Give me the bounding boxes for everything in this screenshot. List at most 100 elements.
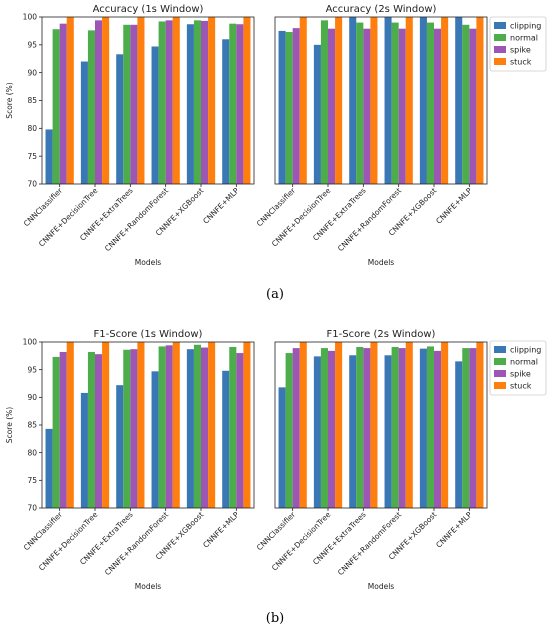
bar-stuck-1	[299, 17, 307, 184]
y-tick-label: 80	[27, 124, 37, 133]
charts-layer: Accuracy (1s Window) 70 75 80 85 90 95 100 Score…	[5, 4, 488, 591]
legend-swatch-spike	[494, 46, 506, 53]
chart-panel-3: F1-Score (1s Window) 70 75 80 85 90 95 100 Score…	[5, 329, 255, 591]
legend-swatch-stuck	[494, 382, 506, 389]
bar-clipping-1	[278, 30, 286, 185]
bar-stuck-1	[299, 342, 307, 508]
x-tick-label: CNNFE+DecisionTree	[37, 510, 100, 573]
x-axis-label: Models	[368, 582, 395, 591]
bar-clipping-1	[45, 129, 53, 184]
chart-panel-1: Accuracy (1s Window) 70 75 80 85 90 95 100 Score…	[5, 4, 255, 267]
legend-swatch-stuck	[494, 58, 506, 65]
bar-stuck-6	[476, 17, 484, 184]
bar-spike-3	[130, 349, 138, 508]
bar-clipping-5	[419, 348, 427, 508]
x-tick-label: CNNFE+DecisionTree	[270, 510, 333, 573]
y-tick-label: 100	[23, 13, 38, 22]
chart-panel-4: F1-Score (2s Window)CNNClassifierCNNFE+D…	[255, 329, 488, 591]
bar-stuck-2	[102, 17, 110, 184]
legend-label-stuck: stuck	[510, 382, 532, 391]
bar-spike-1	[292, 28, 300, 184]
chart-panel-2: Accuracy (2s Window)CNNClassifierCNNFE+D…	[255, 4, 488, 267]
legend-bottom: clipping normal spike stuck	[489, 340, 547, 396]
legend-label-normal: normal	[510, 358, 538, 367]
bar-normal-3	[123, 349, 131, 508]
bar-clipping-1	[278, 387, 286, 508]
bar-normal-5	[193, 344, 201, 508]
bar-spike-6	[469, 348, 477, 508]
x-axis-label: Models	[368, 258, 395, 267]
bar-stuck-6	[476, 342, 484, 508]
x-tick-label: CNNFE+RandomForest	[336, 186, 403, 253]
bar-stuck-4	[405, 342, 413, 508]
chart-title: F1-Score (1s Window)	[94, 329, 203, 340]
bar-normal-1	[285, 353, 293, 508]
bar-normal-2	[320, 20, 328, 185]
bar-normal-1	[52, 29, 60, 184]
x-tick-label: CNNFE+DecisionTree	[37, 186, 100, 249]
bar-normal-5	[426, 346, 434, 508]
bar-clipping-2	[80, 392, 88, 508]
bar-normal-1	[285, 32, 293, 184]
bar-stuck-4	[172, 342, 180, 508]
y-tick-label: 90	[27, 393, 37, 402]
bar-normal-2	[87, 351, 95, 508]
legend-top: clipping normal spike stuck	[489, 16, 547, 72]
bar-normal-6	[229, 23, 237, 185]
bar-spike-4	[398, 348, 406, 508]
bar-spike-5	[434, 350, 442, 508]
y-tick-label: 70	[27, 180, 37, 189]
y-axis-label: Score (%)	[5, 407, 14, 443]
legend-label-spike: spike	[510, 370, 531, 379]
bar-clipping-5	[419, 17, 427, 184]
bar-stuck-1	[66, 342, 74, 508]
bar-normal-3	[356, 346, 364, 508]
bar-stuck-3	[370, 342, 378, 508]
legend-swatch-normal	[494, 358, 506, 365]
bar-spike-2	[95, 354, 103, 508]
bar-spike-5	[201, 20, 209, 185]
legend-swatch-clipping	[494, 346, 506, 353]
bar-clipping-6	[222, 370, 230, 508]
bar-spike-3	[363, 348, 371, 508]
plot-frame	[274, 341, 488, 509]
bar-clipping-6	[455, 361, 463, 508]
bar-clipping-1	[45, 428, 53, 508]
bar-normal-4	[391, 346, 399, 508]
bar-clipping-4	[151, 371, 159, 508]
bar-stuck-5	[208, 17, 216, 184]
bar-normal-5	[193, 20, 201, 185]
bar-normal-3	[356, 22, 364, 184]
bar-normal-2	[320, 348, 328, 508]
bar-normal-4	[158, 346, 166, 508]
plot-frame	[274, 16, 488, 185]
bar-spike-1	[59, 23, 67, 185]
bar-clipping-3	[349, 355, 357, 508]
bar-stuck-3	[370, 17, 378, 184]
legend-label-normal: normal	[510, 34, 538, 43]
bar-clipping-5	[186, 24, 194, 184]
bar-spike-5	[434, 28, 442, 184]
x-axis-label: Models	[135, 582, 162, 591]
bar-spike-2	[95, 20, 103, 185]
bar-stuck-4	[172, 17, 180, 184]
bar-clipping-3	[116, 54, 124, 184]
x-tick-label: CNNFE+DecisionTree	[270, 186, 333, 249]
bar-clipping-2	[313, 44, 321, 184]
panel-label-a: (a)	[266, 287, 284, 302]
legend-swatch-clipping	[494, 22, 506, 29]
bar-normal-6	[462, 348, 470, 508]
x-tick-label: CNNFE+MLP	[434, 510, 474, 550]
chart-title: F1-Score (2s Window)	[327, 329, 436, 340]
bar-spike-6	[469, 28, 477, 184]
x-tick-label: CNNFE+RandomForest	[336, 510, 403, 577]
bar-normal-6	[229, 346, 237, 508]
legend-swatch-spike	[494, 370, 506, 377]
bar-normal-6	[462, 24, 470, 184]
bar-spike-6	[236, 24, 244, 184]
bar-normal-2	[87, 30, 95, 184]
y-tick-label: 95	[27, 40, 37, 49]
x-tick-label: CNNFE+MLP	[434, 186, 474, 226]
x-tick-label: CNNFE+MLP	[201, 186, 241, 226]
